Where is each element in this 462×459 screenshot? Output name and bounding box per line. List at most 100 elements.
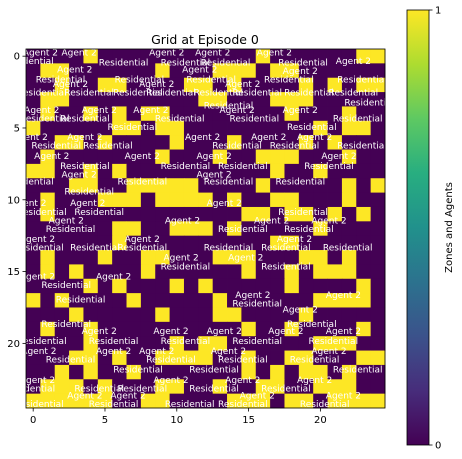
- cell-annotation: Agent 2: [326, 291, 361, 301]
- heatmap-cell: [356, 321, 372, 337]
- heatmap-cell: [241, 221, 257, 237]
- cell-annotations: Agent 2 Agent 2 Agent 2 Agent 2 Agent 2 Agent…: [26, 49, 394, 408]
- heatmap-cell: [83, 235, 99, 251]
- heatmap-cell: [112, 135, 127, 150]
- heatmap-cell: [155, 120, 170, 136]
- heatmap-cell: [270, 350, 285, 366]
- x-tick-label: 15: [242, 415, 255, 426]
- heatmap-cell: [356, 149, 372, 165]
- heatmap-cell: [97, 135, 113, 150]
- cell-annotation: Residential: [344, 99, 394, 109]
- heatmap-cell: [140, 364, 156, 380]
- heatmap-cell: [169, 63, 185, 79]
- heatmap-cell: [313, 49, 328, 64]
- heatmap-cell: [26, 92, 41, 107]
- heatmap-cell: [313, 307, 328, 323]
- heatmap-cell: [241, 350, 257, 366]
- heatmap-cell: [26, 106, 41, 122]
- heatmap-cell: [212, 364, 228, 380]
- cell-annotation: Residential: [304, 162, 354, 172]
- cell-annotation: Residential: [161, 58, 211, 68]
- heatmap-cell: [198, 278, 214, 294]
- heatmap-cell: [83, 321, 99, 337]
- cell-annotation: Residential: [41, 320, 91, 330]
- heatmap-cell: [241, 393, 257, 409]
- heatmap-cell: [212, 149, 228, 165]
- heatmap-cell: [356, 106, 372, 122]
- heatmap-cell: [356, 278, 372, 294]
- heatmap-cell: [155, 278, 170, 294]
- heatmap-cell: [313, 192, 328, 208]
- heatmap-cell: [212, 206, 228, 222]
- heatmap-cell: [313, 235, 328, 251]
- heatmap-cell: [40, 49, 56, 64]
- cell-annotation: Residential: [232, 337, 282, 347]
- heatmap-cell: [298, 49, 314, 64]
- heatmap-cell: [198, 393, 214, 409]
- cell-annotation: Residential: [46, 356, 96, 366]
- heatmap-cell: [69, 307, 84, 323]
- heatmap-cell: [313, 293, 328, 308]
- heatmap-cell: [183, 350, 199, 366]
- cell-annotation: Agent 2: [153, 327, 188, 337]
- heatmap-cell: [54, 77, 70, 93]
- heatmap-cell: [54, 178, 70, 193]
- heatmap-cell: [227, 235, 242, 251]
- heatmap-cell: [313, 77, 328, 93]
- x-axis: 0 5 10 15 20: [30, 408, 327, 426]
- heatmap-cell: [313, 163, 328, 179]
- heatmap-cell: [126, 149, 142, 165]
- heatmap-cell: [126, 221, 142, 237]
- heatmap-cell: [69, 293, 84, 308]
- heatmap-cell: [26, 163, 41, 179]
- heatmap-cell: [284, 178, 300, 193]
- cell-annotation: Residential: [287, 123, 337, 133]
- heatmap-cell: [370, 221, 386, 237]
- cell-annotation: Agent 2: [34, 152, 69, 162]
- cell-annotation: Residential: [333, 366, 383, 376]
- heatmap-cell: [370, 120, 386, 136]
- heatmap-cell: [54, 250, 70, 265]
- heatmap-cell: [83, 221, 99, 237]
- heatmap-cell: [284, 92, 300, 107]
- heatmap-cell: [83, 149, 99, 165]
- heatmap-cell: [241, 49, 257, 64]
- heatmap-cell: [155, 250, 170, 265]
- cell-annotation: Agent 2: [251, 133, 286, 143]
- heatmap-cell: [54, 192, 70, 208]
- heatmap-cell: [97, 264, 113, 280]
- heatmap-cell: [327, 92, 343, 107]
- heatmap-cell: [370, 307, 386, 323]
- cell-annotation: Residential: [218, 225, 268, 235]
- heatmap-cell: [313, 135, 328, 150]
- heatmap-cell: [313, 350, 328, 366]
- cell-annotation: Residential: [276, 178, 326, 188]
- heatmap-cell: [83, 336, 99, 351]
- heatmap-cell: [112, 92, 127, 107]
- heatmap-cell: [54, 393, 70, 409]
- heatmap-cell: [313, 63, 328, 79]
- cell-annotation: Residential: [64, 89, 114, 99]
- heatmap-cell: [241, 149, 257, 165]
- cell-annotation: Agent 2: [196, 170, 231, 180]
- heatmap-cell: [198, 336, 214, 351]
- heatmap-cell: [284, 364, 300, 380]
- heatmap-cell: [183, 192, 199, 208]
- heatmap-cell: [169, 235, 185, 251]
- heatmap-cell: [341, 221, 357, 237]
- heatmap-cell: [356, 307, 372, 323]
- cell-annotation: Agent 2: [139, 80, 174, 90]
- heatmap-cell: [26, 264, 41, 280]
- heatmap-cell: [112, 106, 127, 122]
- cell-annotation: Agent 2: [133, 106, 168, 116]
- heatmap-cell: [54, 163, 70, 179]
- heatmap-cell: [341, 192, 357, 208]
- heatmap-cell: [241, 264, 257, 280]
- heatmap-cell: [255, 293, 271, 308]
- heatmap-cell: [54, 92, 70, 107]
- heatmap-cell: [40, 321, 56, 337]
- heatmap-cell: [270, 63, 285, 79]
- heatmap-cell: [26, 364, 41, 380]
- heatmap-cell: [97, 250, 113, 265]
- heatmap-cell: [183, 77, 199, 93]
